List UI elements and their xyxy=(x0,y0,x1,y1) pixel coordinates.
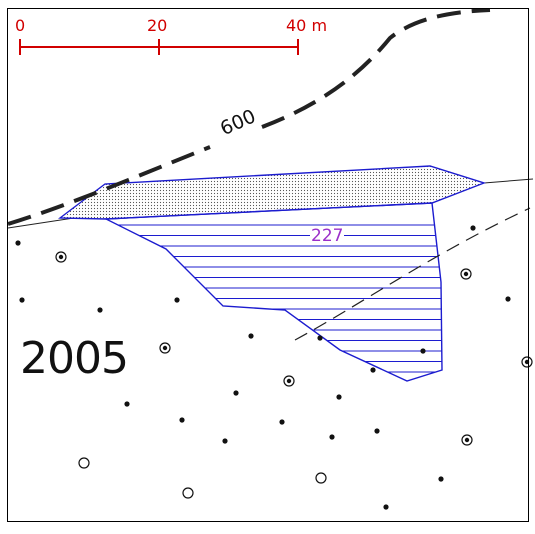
scale-label-40m: 40 m xyxy=(286,16,328,35)
ring-dot-center xyxy=(286,378,292,384)
dot-symbol xyxy=(174,297,180,303)
hatched-scar-outline xyxy=(103,202,443,382)
scale-label-20: 20 xyxy=(147,16,168,35)
ring-symbol xyxy=(78,457,90,469)
ring-symbols xyxy=(78,457,327,499)
dot-symbol xyxy=(505,296,511,302)
year-label: 2005 xyxy=(20,333,129,384)
dot-symbol xyxy=(15,240,21,246)
contour-line-600 xyxy=(7,8,491,226)
dot-symbol xyxy=(317,335,323,341)
ring-dot-center xyxy=(464,437,470,443)
dot-symbol xyxy=(420,348,426,354)
dot-symbol xyxy=(19,297,25,303)
ring-symbol xyxy=(182,487,194,499)
boundary-line-right xyxy=(483,178,534,184)
scale-bar xyxy=(19,39,299,55)
dot-symbol xyxy=(179,417,185,423)
dot-symbols xyxy=(15,225,511,510)
dot-symbol xyxy=(248,333,254,339)
feature-id-label: 227 xyxy=(310,226,345,246)
dot-symbol xyxy=(233,390,239,396)
dot-symbol xyxy=(383,504,389,510)
dashed-line xyxy=(294,207,531,341)
dot-symbol xyxy=(124,401,130,407)
dot-symbol xyxy=(97,307,103,313)
dot-symbol xyxy=(470,225,476,231)
ring-dot-center xyxy=(162,345,168,351)
dot-symbol xyxy=(329,434,335,440)
dot-symbol xyxy=(370,367,376,373)
dot-symbol xyxy=(438,476,444,482)
dot-symbol xyxy=(222,438,228,444)
map-frame xyxy=(7,8,529,522)
dot-symbol xyxy=(279,419,285,425)
dot-symbol xyxy=(336,394,342,400)
ring-dot-center xyxy=(58,254,64,260)
ring-dot-symbols xyxy=(55,251,533,446)
ring-symbol xyxy=(315,472,327,484)
scale-label-0: 0 xyxy=(15,16,26,35)
dot-symbol xyxy=(374,428,380,434)
ring-dot-center xyxy=(463,271,469,277)
